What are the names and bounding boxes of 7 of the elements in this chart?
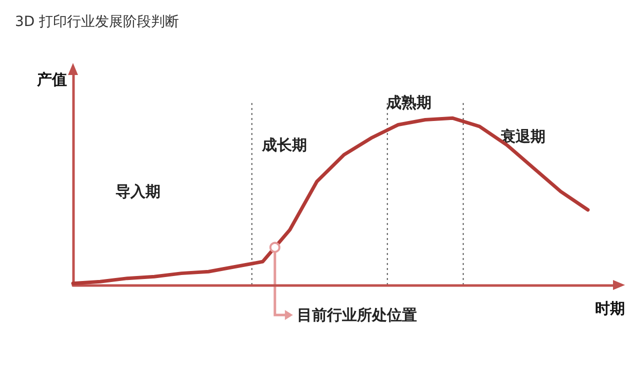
y-axis-title: 产值	[36, 70, 67, 88]
chart-title: 3D 打印行业发展阶段判断	[15, 14, 180, 30]
text: 成熟期	[386, 94, 432, 112]
annotation: 成长期	[260, 136, 307, 154]
annotation: 导入期	[116, 182, 161, 201]
x-axis-title: 时期	[595, 300, 625, 318]
text: 目前行业所处位置	[296, 306, 417, 324]
